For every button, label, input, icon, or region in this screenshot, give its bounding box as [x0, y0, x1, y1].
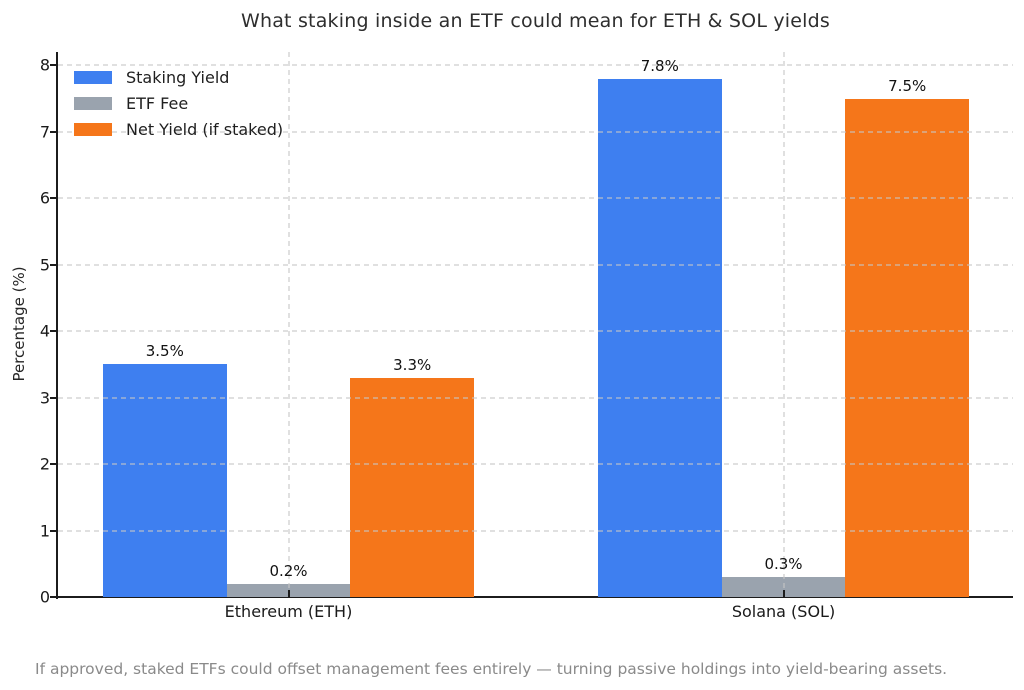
gridline-horizontal	[58, 529, 1013, 532]
gridline-horizontal	[58, 263, 1013, 266]
legend-label: Net Yield (if staked)	[126, 119, 284, 139]
gridline-vertical	[287, 52, 290, 597]
x-tick-mark	[287, 590, 290, 597]
caption: If approved, staked ETFs could offset ma…	[35, 660, 948, 678]
gridline-horizontal	[58, 330, 1013, 333]
gridline-horizontal	[58, 396, 1013, 399]
legend-item-net-yield: Net Yield (if staked)	[74, 116, 283, 142]
y-tick-label: 6	[39, 188, 50, 208]
y-tick-label: 4	[39, 321, 50, 341]
y-tick-mark	[50, 64, 56, 67]
gridline-horizontal	[58, 130, 1013, 133]
y-tick-mark	[50, 396, 56, 399]
legend-swatch-staking-yield-icon	[74, 70, 112, 84]
legend-swatch-etf-fee-icon	[74, 96, 112, 110]
legend-item-etf-fee: ETF Fee	[74, 90, 283, 116]
y-tick-label: 8	[39, 55, 50, 75]
y-axis-line	[56, 52, 58, 599]
y-tick-label: 2	[39, 454, 50, 474]
y-tick-mark	[50, 596, 56, 598]
y-tick-label: 3	[39, 388, 50, 408]
x-category-label-ethereum: Ethereum (ETH)	[224, 602, 353, 621]
y-tick-mark	[50, 529, 56, 532]
bar-net-yield-if-staked-0	[350, 377, 475, 597]
legend-label: ETF Fee	[126, 93, 189, 113]
bar-net-yield-if-staked-1	[845, 98, 970, 597]
gridline-horizontal	[58, 64, 1013, 67]
legend-swatch-net-yield-icon	[74, 122, 112, 136]
bar-value-label: 0.3%	[764, 555, 803, 574]
y-tick-label: 0	[39, 587, 50, 607]
x-axis-line	[56, 596, 1013, 598]
y-tick-mark	[50, 263, 56, 266]
legend-item-staking-yield: Staking Yield	[74, 64, 283, 90]
chart-title: What staking inside an ETF could mean fo…	[240, 10, 831, 32]
bar-value-label: 3.5%	[145, 342, 184, 361]
y-tick-mark	[50, 130, 56, 133]
y-tick-label: 1	[39, 521, 50, 541]
y-tick-label: 5	[39, 255, 50, 275]
bar-value-label: 3.3%	[393, 355, 432, 374]
bar-value-label: 7.5%	[888, 76, 927, 95]
bar-staking-yield-0	[102, 364, 227, 597]
gridline-horizontal	[58, 197, 1013, 200]
x-category-label-solana: Solana (SOL)	[731, 602, 836, 621]
gridline-horizontal	[58, 463, 1013, 466]
y-tick-label: 7	[39, 122, 50, 142]
bar-staking-yield-1	[597, 78, 722, 597]
plot-area: 3.5% 7.8% 0.2% 0.3% 3.3% 7.5%	[58, 52, 1013, 597]
x-tick-mark	[782, 590, 785, 597]
y-tick-mark	[50, 197, 56, 200]
bar-value-label: 7.8%	[640, 56, 679, 75]
legend-label: Staking Yield	[126, 67, 230, 87]
legend: Staking Yield ETF Fee Net Yield (if stak…	[74, 64, 283, 142]
bar-value-label: 0.2%	[269, 561, 308, 580]
y-tick-mark	[50, 330, 56, 333]
gridline-vertical	[782, 52, 785, 597]
y-tick-mark	[50, 463, 56, 466]
